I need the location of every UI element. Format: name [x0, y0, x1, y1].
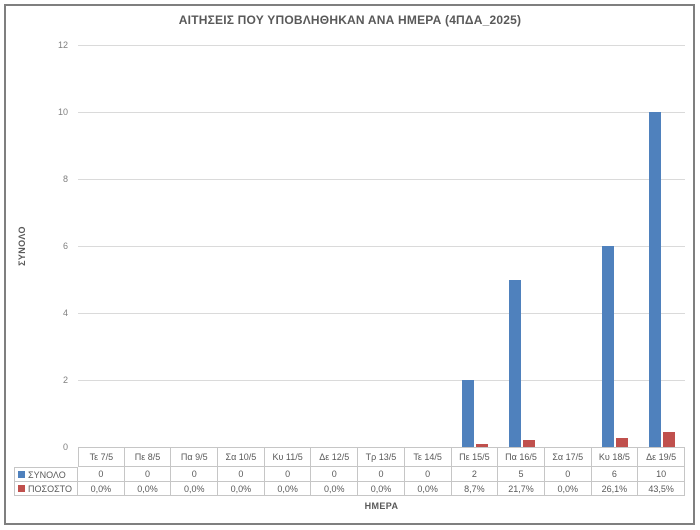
table-header-cell: Πα 9/5	[171, 447, 219, 467]
bar-pososto-9	[522, 439, 535, 447]
table-cell: 5	[498, 467, 545, 482]
y-tick-label: 10	[57, 107, 68, 117]
gridline-y-10	[78, 111, 685, 113]
table-cell: 8,7%	[451, 482, 499, 496]
table-header-cell: Τε 14/5	[404, 447, 452, 467]
y-tick-label: 0	[62, 442, 68, 452]
table-header-cell: Τρ 13/5	[358, 447, 405, 467]
table-cell: 0	[124, 467, 172, 482]
table-header-cell: Κυ 18/5	[591, 447, 639, 467]
table-cell: 0,0%	[264, 482, 312, 496]
y-axis-title: ΣΥΝΟΛΟ	[17, 226, 27, 266]
table-cell: 26,1%	[591, 482, 639, 496]
y-tick-label: 8	[62, 174, 68, 184]
bar-pososto-12	[662, 432, 675, 447]
legend-label: ΣΥΝΟΛΟ	[28, 469, 66, 480]
legend-key-synolo: ΣΥΝΟΛΟ	[14, 467, 78, 482]
table-header-cell: Πε 8/5	[124, 447, 172, 467]
table-cell: 0,0%	[544, 482, 592, 496]
table-cell: 6	[591, 467, 639, 482]
table-cell: 0	[358, 467, 405, 482]
table-cell: 0	[404, 467, 452, 482]
y-tick-label: 4	[62, 308, 68, 318]
table-header-cell: Σα 10/5	[218, 447, 265, 467]
bar-synolo-12	[648, 112, 661, 447]
table-cell: 0,0%	[311, 482, 359, 496]
bar-synolo-8	[461, 380, 474, 447]
table-header-cell: Πε 15/5	[451, 447, 499, 467]
bar-synolo-9	[508, 279, 521, 447]
legend-swatch-synolo	[18, 471, 25, 478]
table-header-cell: Πα 16/5	[498, 447, 545, 467]
table-cell: 0	[264, 467, 312, 482]
table-cell: 0,0%	[404, 482, 452, 496]
y-tick-label: 2	[62, 375, 68, 385]
table-header-cell: Σα 17/5	[544, 447, 592, 467]
table-cell: 0	[544, 467, 592, 482]
table-header-cell: Δε 19/5	[638, 447, 685, 467]
table-cell: 2	[451, 467, 499, 482]
bar-pososto-11	[615, 438, 628, 447]
gridline-y-8	[78, 178, 685, 180]
table-header-cell: Τε 7/5	[78, 447, 125, 467]
chart-title: ΑΙΤΗΣΕΙΣ ΠΟΥ ΥΠΟΒΛΗΘΗΚΑΝ ΑΝΑ ΗΜΕΡΑ (4ΠΔΑ…	[178, 13, 522, 27]
table-header-cell: Δε 12/5	[311, 447, 359, 467]
legend-swatch-pososto	[18, 485, 25, 492]
bar-synolo-11	[601, 246, 614, 447]
gridline-y-12	[78, 44, 685, 46]
legend-label: ΠΟΣΟΣΤΟ	[28, 483, 72, 494]
table-header-cell: Κυ 11/5	[264, 447, 312, 467]
chart-frame	[4, 4, 695, 525]
y-tick-label: 12	[57, 40, 68, 50]
gridline-y-6	[78, 245, 685, 247]
table-cell: 0	[218, 467, 265, 482]
table-cell: 0,0%	[124, 482, 172, 496]
table-cell: 0,0%	[78, 482, 125, 496]
table-cell: 0	[311, 467, 359, 482]
table-cell: 10	[638, 467, 685, 482]
table-cell: 0,0%	[171, 482, 219, 496]
x-axis-title: ΗΜΕΡΑ	[364, 501, 399, 511]
table-corner-cell	[14, 447, 78, 467]
gridline-y-4	[78, 312, 685, 314]
table-cell: 21,7%	[498, 482, 545, 496]
data-table: Τε 7/5 Πε 8/5 Πα 9/5 Σα 10/5 Κυ 11/5 Δε 12/5 Τ…	[14, 447, 685, 496]
bar-pososto-8	[475, 444, 488, 447]
table-cell: 43,5%	[638, 482, 685, 496]
table-cell: 0,0%	[358, 482, 405, 496]
table-cell: 0	[78, 467, 125, 482]
y-tick-label: 6	[62, 241, 68, 251]
legend-key-pososto: ΠΟΣΟΣΤΟ	[14, 482, 78, 496]
gridline-y-2	[78, 379, 685, 381]
table-cell: 0,0%	[218, 482, 265, 496]
table-cell: 0	[171, 467, 219, 482]
